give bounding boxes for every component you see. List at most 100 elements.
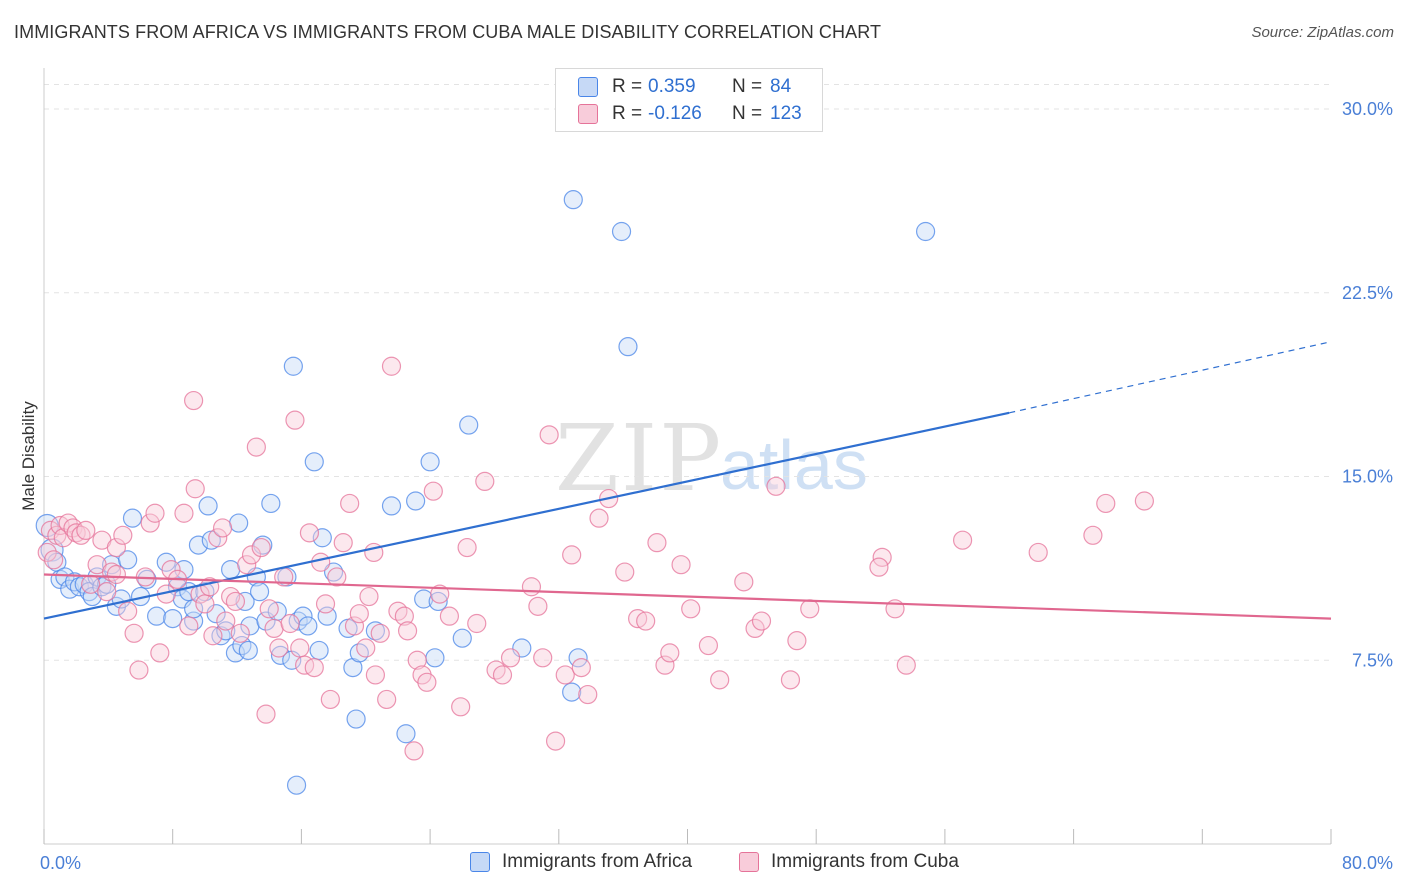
legend-item-africa[interactable]: Immigrants from Africa (470, 851, 692, 873)
cuba-point (237, 555, 257, 575)
cuba-point (377, 689, 397, 710)
points-layer (35, 190, 1154, 795)
africa-point (249, 582, 270, 602)
cuba-point (269, 638, 289, 658)
cuba-point (521, 577, 542, 597)
cuba-point (475, 471, 495, 491)
trend-layer (43, 341, 1332, 620)
cuba-point (766, 476, 786, 496)
cuba-point (145, 503, 165, 523)
africa-point (283, 356, 303, 376)
cuba-point (344, 616, 365, 636)
africa-point (915, 221, 936, 242)
cuba-point (1134, 491, 1154, 511)
africa-point (298, 616, 318, 636)
cuba-point (124, 623, 144, 643)
cuba-point (1028, 542, 1048, 563)
cuba-point (439, 606, 460, 626)
cuba-point (140, 513, 160, 533)
africa-point (304, 452, 324, 472)
legend-item-cuba[interactable]: Immigrants from Cuba (739, 851, 959, 873)
africa-point (618, 337, 638, 357)
africa-point (118, 550, 138, 570)
africa-point (317, 606, 337, 626)
cuba-point (1083, 525, 1103, 545)
cuba-point (533, 648, 553, 668)
cuba-point (404, 741, 424, 761)
legend-r-label: R = (612, 76, 643, 97)
axis-layer: 7.5% 15.0% 22.5% 30.0% 0.0% 80.0% (40, 68, 1393, 873)
africa-point (425, 648, 445, 668)
africa-point (238, 640, 258, 661)
cuba-point (44, 550, 64, 570)
africa-point (611, 221, 632, 242)
cuba-point (636, 611, 656, 631)
cuba-point (1096, 493, 1116, 514)
cuba-point (365, 665, 386, 685)
legend-stats: R = 0.359 N = 84 R = -0.126 N = 123 (555, 68, 823, 132)
cuba-point (555, 665, 575, 685)
cuba-point (800, 599, 820, 619)
africa-point (55, 567, 75, 587)
legend-label-cuba: Immigrants from Cuba (771, 851, 959, 872)
africa-point (82, 586, 102, 607)
cuba-point (259, 599, 279, 619)
cuba-point (225, 591, 246, 612)
cuba-point (545, 731, 566, 751)
cuba-point (37, 542, 57, 563)
africa-point (270, 645, 291, 665)
cuba-point (751, 611, 772, 631)
y-axis-label: Male Disability (19, 401, 38, 511)
cuba-point (315, 594, 336, 614)
africa-point (147, 606, 167, 626)
cuba-point (264, 618, 284, 639)
cuba-point (500, 648, 521, 668)
cuba-point (356, 638, 376, 658)
cuba-point (457, 537, 477, 558)
legend-row-africa: R = 0.359 N = 84 (556, 74, 791, 100)
cuba-point (290, 638, 310, 658)
africa-point (286, 775, 307, 795)
cuba-point (208, 528, 228, 548)
legend-swatch-cuba (739, 852, 759, 872)
cuba-point (333, 533, 353, 553)
cuba-point (359, 586, 379, 607)
cuba-point (327, 567, 347, 587)
cuba-point (320, 689, 340, 710)
cuba-point (113, 525, 133, 545)
chart-title: IMMIGRANTS FROM AFRICA VS IMMIGRANTS FRO… (14, 22, 882, 42)
africa-point (452, 628, 472, 648)
cuba-point (423, 481, 443, 501)
y-tick-label: 7.5% (1352, 650, 1393, 670)
cuba-point (185, 479, 205, 499)
legend-swatch-africa (470, 852, 490, 872)
cuba-point (615, 562, 635, 582)
cuba-point (256, 704, 276, 724)
cuba-point (628, 608, 648, 629)
cuba-point (571, 657, 591, 678)
cuba-point (407, 650, 427, 670)
africa-point (216, 621, 236, 641)
cuba-point (539, 425, 559, 445)
africa-point (428, 591, 448, 612)
cuba-point (106, 537, 126, 558)
cuba-point (467, 613, 487, 634)
legend-n-value-cuba: 123 (770, 103, 802, 124)
africa-point (122, 508, 143, 528)
africa-trendline-extension (1009, 341, 1332, 414)
cuba-point (349, 604, 369, 624)
africa-point (188, 535, 209, 555)
cuba-point (430, 584, 450, 604)
cuba-point (578, 684, 598, 705)
legend-swatch-cuba (578, 104, 598, 124)
cuba-point (896, 655, 916, 675)
cuba-point (710, 670, 730, 690)
africa-point (309, 640, 329, 661)
cuba-point (76, 520, 96, 541)
cuba-point (118, 601, 138, 621)
source-label: Source: ZipAtlas.com (1251, 24, 1394, 41)
watermark-atlas: atlas (720, 426, 868, 504)
africa-point (97, 574, 117, 594)
legend-series: Immigrants from Africa Immigrants from C… (0, 851, 1406, 877)
